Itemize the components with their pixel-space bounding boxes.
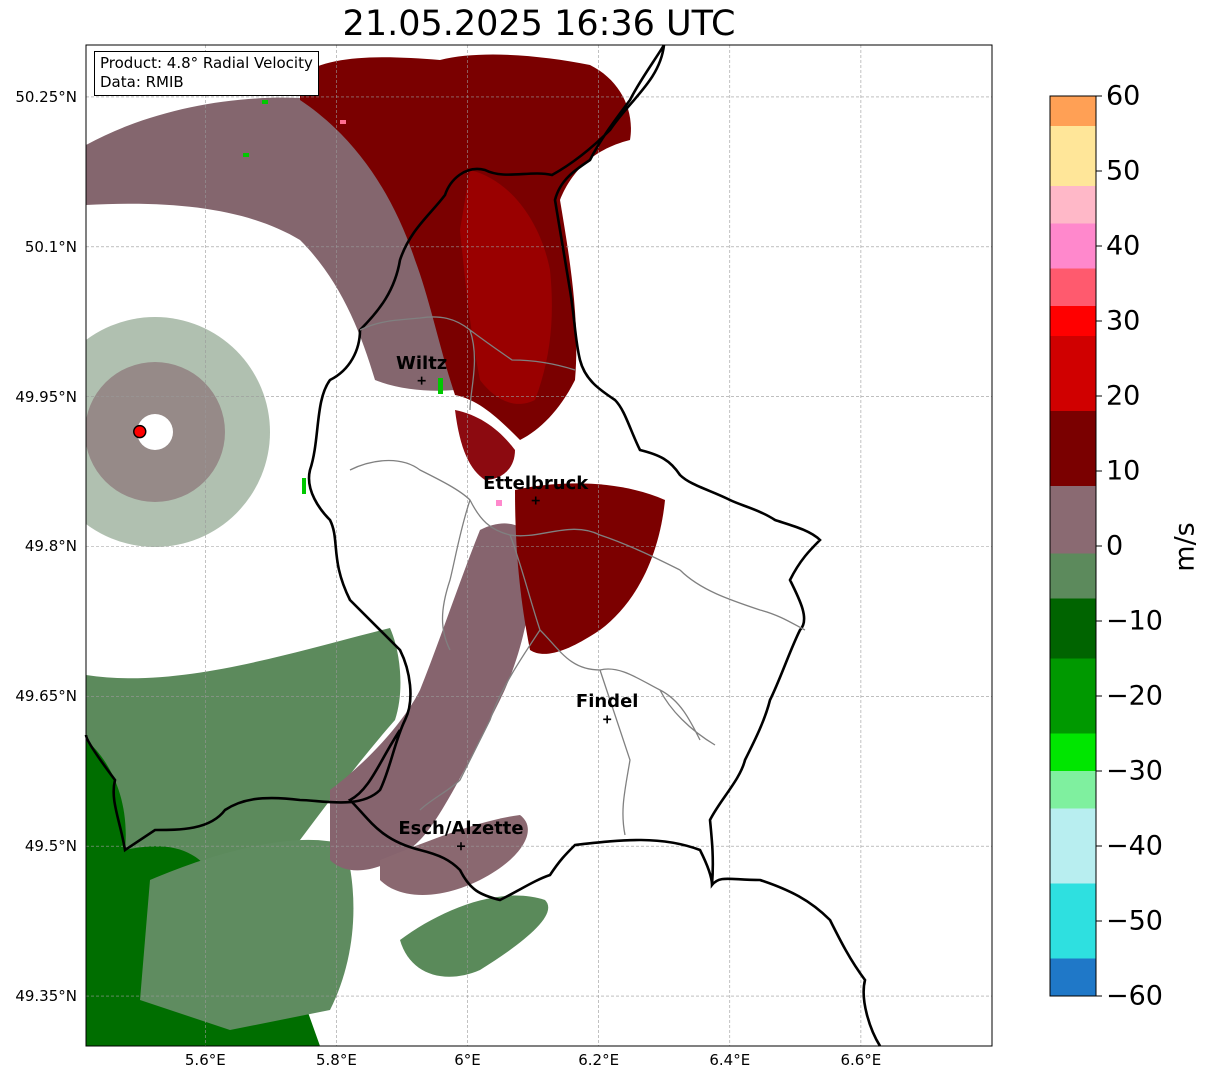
district-boundaries bbox=[349, 316, 806, 836]
echo-green-pixel bbox=[243, 153, 249, 157]
longitude-tick-label: 6.2°E bbox=[578, 1051, 620, 1069]
colorbar-tick-label: −20 bbox=[1106, 680, 1163, 712]
colorbar-tick-label: −10 bbox=[1106, 605, 1163, 637]
colorbar-tick-label: 10 bbox=[1106, 455, 1141, 487]
echo-green-pixel bbox=[262, 100, 268, 104]
place-marker bbox=[603, 715, 612, 724]
latitude-tick-label: 50.1°N bbox=[24, 237, 77, 256]
latitude-tick-label: 49.5°N bbox=[24, 837, 77, 856]
colorbar-tick-label: 20 bbox=[1106, 380, 1141, 412]
colorbar-segment bbox=[1050, 733, 1096, 771]
echo-red-ettelbruck bbox=[455, 410, 515, 480]
colorbar-tick-label: 0 bbox=[1106, 530, 1124, 562]
colorbar-segment bbox=[1050, 883, 1096, 959]
colorbar-tick-label: −50 bbox=[1106, 905, 1163, 937]
colorbar-segment bbox=[1050, 186, 1096, 224]
place-marker bbox=[531, 496, 540, 505]
colorbar-segment bbox=[1050, 598, 1096, 659]
colorbar-segment bbox=[1050, 486, 1096, 554]
map-frame bbox=[85, 44, 993, 1047]
colorbar-segment bbox=[1050, 126, 1096, 186]
colorbar-segment bbox=[1050, 771, 1096, 809]
colorbar-tick-label: 50 bbox=[1106, 155, 1141, 187]
echo-sage-south bbox=[140, 839, 354, 1030]
colorbar-tick-label: 60 bbox=[1106, 80, 1141, 112]
colorbar-segment bbox=[1050, 658, 1096, 734]
colorbar-segment bbox=[1050, 808, 1096, 884]
place-label: Esch/Alzette bbox=[398, 818, 524, 840]
echo-sage-southeast bbox=[400, 895, 549, 977]
colorbar-segment bbox=[1050, 223, 1096, 269]
latitude-tick-label: 49.95°N bbox=[15, 387, 77, 406]
echo-maroon-central bbox=[515, 483, 665, 654]
longitude-tick-label: 5.6°E bbox=[184, 1051, 226, 1069]
colorbar bbox=[1049, 95, 1102, 997]
place-marker bbox=[456, 842, 465, 851]
country-border bbox=[84, 44, 882, 1047]
latitude-tick-label: 49.35°N bbox=[15, 987, 77, 1006]
colorbar-segment bbox=[1050, 336, 1096, 411]
colorbar-tick-label: −30 bbox=[1106, 755, 1163, 787]
latitude-tick-label: 50.25°N bbox=[15, 87, 77, 106]
data-source-label: Data: RMIB bbox=[100, 73, 184, 91]
colorbar-segment bbox=[1050, 306, 1096, 336]
echo-red-north-inner bbox=[460, 170, 552, 404]
gridlines bbox=[86, 45, 992, 1046]
echo-green-pixel bbox=[302, 478, 306, 494]
echo-pink-pixel bbox=[496, 500, 502, 506]
colorbar-unit-label: m/s bbox=[1169, 522, 1201, 572]
colorbar-segment bbox=[1050, 553, 1096, 599]
longitude-tick-label: 6°E bbox=[454, 1051, 481, 1069]
echo-mauve-southeast bbox=[380, 815, 528, 895]
radar-echoes bbox=[86, 54, 665, 1046]
echo-near-radar-hole bbox=[137, 414, 173, 450]
colorbar-segment bbox=[1050, 96, 1096, 126]
longitude-tick-label: 5.8°E bbox=[316, 1051, 357, 1069]
echo-mauve-south-arc bbox=[330, 523, 535, 871]
place-label: Ettelbruck bbox=[483, 472, 589, 494]
place-marker bbox=[417, 376, 426, 385]
colorbar-tick-label: −60 bbox=[1106, 980, 1163, 1012]
echo-pink-pixel bbox=[340, 120, 346, 124]
radar-site-marker bbox=[133, 424, 147, 439]
colorbar-segment bbox=[1050, 268, 1096, 306]
figure-title: 21.05.2025 16:36 UTC bbox=[342, 4, 736, 44]
longitude-tick-label: 6.4°E bbox=[709, 1051, 751, 1069]
colorbar-segment bbox=[1050, 411, 1096, 486]
longitude-tick-label: 6.6°E bbox=[840, 1051, 882, 1069]
colorbar-tick-label: −40 bbox=[1106, 830, 1163, 862]
product-label: Product: 4.8° Radial Velocity bbox=[100, 54, 313, 72]
echo-mauve-north-arc bbox=[86, 97, 455, 391]
place-label: Findel bbox=[575, 691, 639, 713]
colorbar-tick-label: 40 bbox=[1106, 230, 1141, 262]
place-markers bbox=[417, 376, 612, 851]
place-label: Wiltz bbox=[396, 352, 448, 374]
colorbar-tick-label: 30 bbox=[1106, 305, 1141, 337]
latitude-tick-label: 49.65°N bbox=[15, 687, 77, 706]
latitude-tick-label: 49.8°N bbox=[24, 537, 77, 556]
echo-green-pixel bbox=[438, 378, 443, 394]
product-info-box: Product: 4.8° Radial Velocity Data: RMIB bbox=[94, 51, 319, 96]
colorbar-segment bbox=[1050, 958, 1096, 996]
